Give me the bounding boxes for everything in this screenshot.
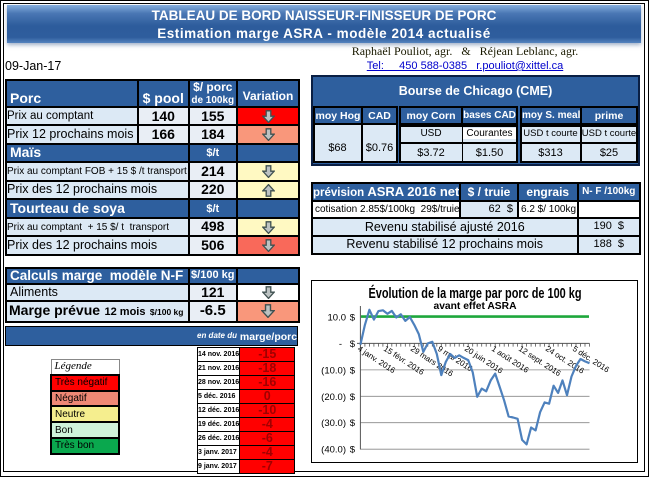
svg-text:$: $ <box>350 445 356 456</box>
svg-text:(10.0): (10.0) <box>321 365 346 376</box>
svg-text:-: - <box>339 339 342 350</box>
svg-text:(40.0): (40.0) <box>321 445 346 456</box>
svg-text:$: $ <box>350 418 356 429</box>
svg-text:avant effet ASRA: avant effet ASRA <box>434 301 517 312</box>
svg-text:$: $ <box>350 339 356 350</box>
svg-text:(30.0): (30.0) <box>321 418 346 429</box>
svg-text:$: $ <box>350 392 356 403</box>
svg-text:(20.0): (20.0) <box>321 392 346 403</box>
svg-text:Évolution de la marge par porc: Évolution de la marge par porc de 100 kg <box>369 285 582 302</box>
svg-text:$: $ <box>350 312 356 323</box>
svg-text:10.0: 10.0 <box>328 312 347 323</box>
svg-text:$: $ <box>350 365 356 376</box>
